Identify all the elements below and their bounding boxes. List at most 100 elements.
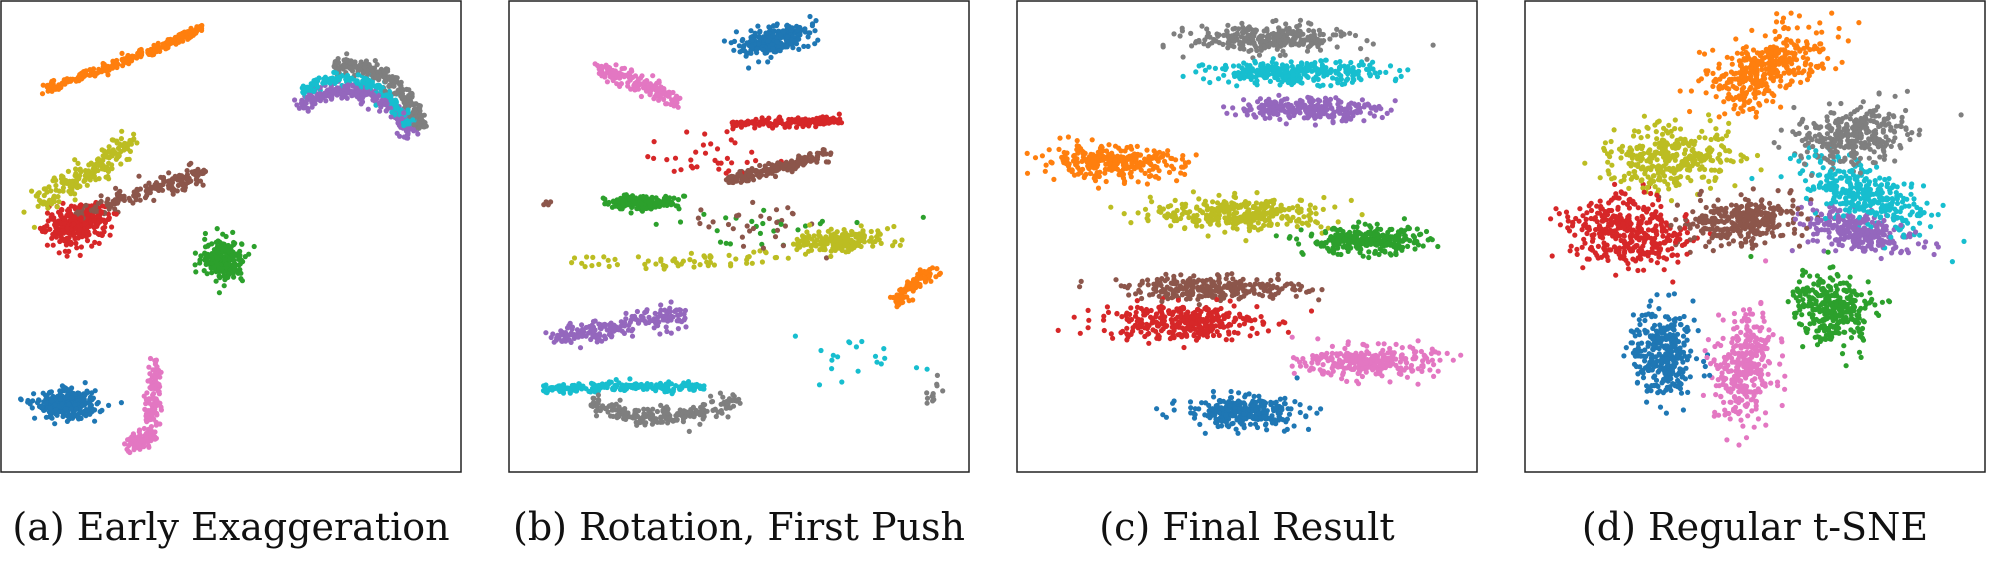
data-point	[39, 404, 45, 410]
data-point	[642, 414, 648, 420]
data-point	[801, 43, 807, 50]
data-point	[90, 206, 96, 213]
data-point	[115, 199, 121, 205]
data-point	[71, 231, 77, 237]
data-point	[697, 220, 703, 227]
data-point	[891, 223, 897, 230]
data-point	[899, 237, 905, 243]
data-point	[50, 178, 56, 184]
data-point	[232, 265, 238, 271]
data-point	[141, 444, 147, 450]
data-point	[675, 197, 681, 203]
data-point	[807, 222, 813, 228]
data-point	[193, 30, 199, 36]
data-point	[413, 101, 419, 107]
plot-border-a	[0, 0, 462, 473]
data-point	[548, 334, 554, 341]
data-point	[657, 331, 663, 337]
data-point	[749, 149, 755, 155]
data-point	[756, 41, 762, 47]
data-point	[603, 381, 609, 387]
data-point	[369, 68, 375, 74]
caption-a: (a) Early Exaggeration	[12, 505, 450, 549]
points-c	[1024, 17, 1464, 436]
data-point	[143, 401, 149, 407]
data-point	[56, 84, 62, 90]
data-point	[664, 157, 670, 163]
data-point	[697, 421, 703, 427]
data-point	[567, 320, 573, 326]
data-point	[125, 437, 131, 443]
data-point	[78, 76, 84, 82]
data-point	[772, 173, 779, 180]
data-point	[669, 391, 675, 397]
data-point	[820, 239, 827, 245]
data-point	[389, 97, 395, 103]
data-point	[73, 406, 79, 412]
data-point	[330, 75, 336, 81]
data-point	[99, 166, 106, 172]
data-point	[710, 407, 716, 413]
data-point	[1370, 66, 1376, 72]
data-point	[80, 394, 86, 400]
data-point	[399, 89, 405, 95]
data-point	[698, 207, 704, 213]
data-point	[853, 231, 859, 237]
data-point	[706, 224, 712, 230]
data-point	[603, 405, 609, 411]
data-point	[196, 25, 202, 31]
data-point	[34, 400, 41, 406]
data-point	[658, 402, 664, 408]
data-point	[828, 238, 835, 244]
data-point	[765, 59, 771, 65]
data-point	[564, 325, 571, 331]
panel-c: (c) Final Result	[1016, 0, 1478, 561]
data-point	[691, 264, 697, 270]
data-point	[298, 100, 304, 106]
data-point	[120, 143, 126, 149]
data-point	[736, 43, 742, 49]
data-point	[323, 98, 329, 104]
data-point	[856, 235, 862, 241]
data-point	[49, 398, 55, 404]
data-point	[590, 254, 596, 260]
data-point	[77, 252, 83, 258]
data-point	[333, 79, 339, 85]
data-point	[406, 87, 412, 93]
data-point	[107, 232, 113, 238]
data-point	[724, 129, 730, 135]
data-point	[214, 256, 220, 262]
data-point	[849, 228, 855, 235]
data-point	[315, 78, 321, 84]
data-point	[920, 214, 926, 220]
data-point	[114, 155, 120, 161]
data-point	[686, 428, 692, 434]
data-point	[669, 199, 675, 205]
data-point	[631, 412, 638, 418]
data-point	[95, 200, 102, 206]
data-point	[596, 335, 602, 342]
data-point	[145, 439, 151, 445]
data-point	[803, 158, 809, 164]
data-point	[213, 239, 219, 245]
data-point	[795, 239, 801, 245]
data-point	[805, 239, 811, 245]
data-point	[596, 261, 602, 267]
data-point	[163, 46, 169, 52]
data-point	[677, 307, 684, 313]
data-point	[231, 274, 237, 280]
data-point	[143, 430, 149, 436]
data-point	[860, 237, 866, 243]
data-point	[772, 255, 778, 261]
data-point	[148, 424, 154, 430]
data-point	[753, 158, 759, 164]
data-point	[223, 275, 229, 281]
data-point	[327, 93, 333, 99]
data-point	[95, 167, 101, 174]
data-point	[924, 395, 931, 401]
data-point	[805, 34, 811, 40]
data-point	[821, 245, 827, 251]
data-point	[550, 385, 556, 391]
data-point	[150, 436, 156, 442]
data-point	[89, 390, 95, 396]
